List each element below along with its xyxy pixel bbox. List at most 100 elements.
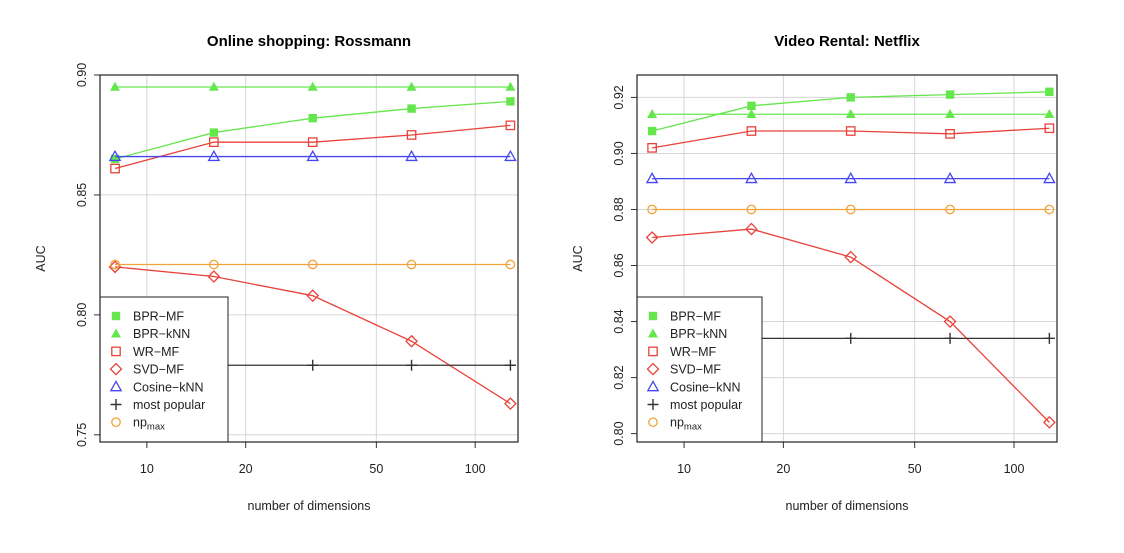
data-point: [505, 81, 516, 91]
y-tick-label: 0.86: [612, 253, 626, 277]
chart-title: Online shopping: Rossmann: [207, 33, 411, 50]
data-point: [406, 359, 418, 371]
legend-marker: [110, 399, 122, 410]
legend-marker: [648, 346, 658, 357]
y-tick-label: 0.75: [75, 423, 89, 447]
series-line: [114, 266, 511, 405]
legend-label: SVD−MF: [670, 363, 721, 377]
legend-label-text: WR−MF: [133, 345, 180, 359]
x-tick-label: 20: [776, 462, 790, 476]
data-point: [209, 137, 219, 148]
data-point: [844, 171, 858, 184]
series-bpr-mf: [110, 97, 515, 164]
series-bpr-knn: [647, 109, 1055, 119]
legend-label-text: most popular: [670, 398, 742, 412]
data-point: [945, 90, 955, 99]
data-point: [745, 171, 758, 184]
data-point: [505, 259, 516, 270]
data-point: [1045, 87, 1054, 97]
data-point: [746, 109, 757, 119]
legend-label: BPR−kNN: [133, 327, 190, 341]
x-axis-label: number of dimensions: [786, 499, 909, 513]
chart-title: Video Rental: Netflix: [774, 33, 920, 50]
data-point: [1043, 332, 1055, 344]
legend-marker: [646, 362, 660, 376]
legend-marker: [111, 328, 121, 338]
data-point: [747, 101, 756, 111]
data-point: [207, 149, 221, 162]
y-tick-label: 0.88: [612, 197, 626, 221]
data-point: [1043, 171, 1056, 184]
data-point: [647, 109, 658, 119]
legend-label-text: SVD−MF: [670, 363, 721, 377]
data-point: [110, 154, 120, 164]
data-point: [647, 204, 657, 215]
legend-label: WR−MF: [670, 345, 717, 359]
y-tick-label: 0.80: [75, 303, 89, 327]
legend-marker: [111, 346, 121, 357]
x-tick-label: 50: [369, 462, 383, 476]
legend-label: WR−MF: [133, 345, 180, 359]
y-tick-label: 0.90: [75, 63, 89, 87]
data-point: [306, 289, 320, 303]
data-point: [1044, 123, 1055, 134]
data-point: [944, 332, 956, 344]
legend-label-subscript: max: [147, 422, 165, 433]
legend-label: most popular: [670, 398, 742, 412]
data-point: [504, 359, 516, 371]
y-axis-label: AUC: [34, 245, 48, 271]
data-point: [208, 81, 219, 91]
legend-label: Cosine−kNN: [670, 380, 741, 394]
x-tick-label: 10: [140, 462, 154, 476]
series-svd-mf: [645, 222, 1056, 429]
series-cosine-knn: [645, 171, 1056, 184]
data-point: [405, 149, 418, 162]
legend-label: npmax: [133, 416, 165, 433]
legend-label: Cosine−kNN: [133, 380, 204, 394]
legend-marker: [109, 380, 123, 392]
data-point: [945, 204, 955, 215]
legend-label-text: BPR−MF: [133, 310, 184, 324]
x-tick-label: 50: [908, 462, 922, 476]
data-point: [407, 104, 416, 113]
legend-marker: [111, 417, 121, 428]
series-bpr-knn: [110, 81, 516, 91]
legend-marker: [647, 399, 659, 410]
legend-label-text: Cosine−kNN: [670, 380, 741, 394]
legend-label-text: SVD−MF: [133, 363, 184, 377]
plot-frame: [636, 74, 1058, 443]
x-tick-label: 20: [239, 462, 253, 476]
legend-marker: [648, 328, 658, 338]
data-point: [845, 332, 857, 344]
legend-label: most popular: [133, 398, 205, 412]
data-point: [307, 81, 318, 91]
data-point: [1044, 204, 1055, 215]
data-point: [645, 171, 659, 184]
data-point: [744, 222, 758, 236]
data-point: [647, 142, 657, 153]
series-wr-mf: [647, 123, 1055, 153]
legend-marker: [648, 417, 658, 428]
legend: BPR−MF BPR−kNN WR−MF SVD−MF Cosine−kNN most p…: [636, 296, 763, 443]
data-point: [647, 126, 657, 136]
data-point: [844, 250, 858, 264]
data-point: [943, 315, 957, 328]
x-tick-label: 10: [677, 462, 691, 476]
legend-label-text: BPR−kNN: [670, 327, 727, 341]
legend-label: BPR−kNN: [670, 327, 727, 341]
legend-label-subscript: max: [684, 422, 702, 433]
data-point: [504, 149, 517, 162]
data-point: [503, 397, 517, 411]
data-point: [307, 137, 318, 148]
legend-label-text: WR−MF: [670, 345, 717, 359]
legend-label: BPR−MF: [670, 310, 721, 324]
data-point: [1042, 415, 1056, 429]
data-point: [845, 126, 856, 136]
chart-panel-2: Video Rental: Netflix 10 20 50 100 0.80 0.82 0.…: [571, 33, 1058, 513]
data-point: [209, 128, 219, 137]
series-np: [110, 259, 516, 270]
y-axis-label: AUC: [571, 245, 585, 271]
data-point: [207, 270, 221, 283]
